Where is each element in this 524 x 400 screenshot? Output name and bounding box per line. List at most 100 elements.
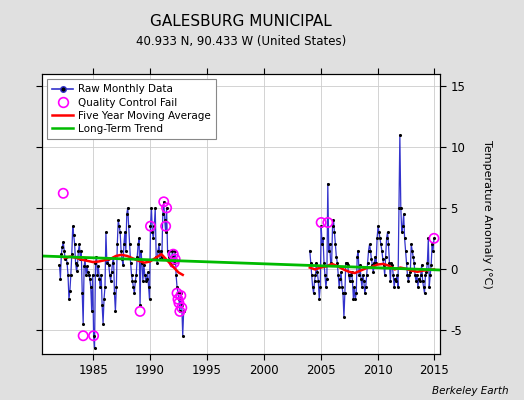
Point bbox=[406, 269, 414, 276]
Point bbox=[79, 332, 88, 339]
Point bbox=[346, 272, 355, 278]
Point bbox=[146, 223, 155, 229]
Point bbox=[313, 269, 322, 276]
Point bbox=[321, 272, 329, 278]
Point bbox=[365, 241, 374, 248]
Point bbox=[361, 290, 369, 296]
Point bbox=[134, 241, 143, 248]
Point bbox=[119, 262, 127, 268]
Point bbox=[61, 256, 69, 262]
Point bbox=[65, 296, 73, 302]
Point bbox=[336, 275, 344, 282]
Point bbox=[57, 251, 66, 257]
Text: 40.933 N, 90.433 W (United States): 40.933 N, 90.433 W (United States) bbox=[136, 36, 346, 48]
Point bbox=[386, 278, 395, 284]
Point bbox=[177, 292, 185, 299]
Point bbox=[357, 275, 365, 282]
Point bbox=[387, 260, 396, 266]
Point bbox=[345, 278, 354, 284]
Point bbox=[139, 278, 147, 284]
Point bbox=[108, 260, 117, 266]
Point bbox=[362, 284, 370, 290]
Point bbox=[414, 275, 423, 282]
Point bbox=[375, 229, 383, 236]
Point bbox=[171, 256, 179, 262]
Point bbox=[423, 260, 432, 266]
Point bbox=[110, 254, 118, 260]
Point bbox=[71, 260, 80, 266]
Point bbox=[333, 260, 342, 266]
Point bbox=[70, 232, 78, 238]
Point bbox=[314, 278, 322, 284]
Point bbox=[352, 290, 361, 296]
Point bbox=[117, 247, 125, 254]
Point bbox=[67, 272, 75, 278]
Point bbox=[101, 284, 109, 290]
Point bbox=[324, 247, 333, 254]
Point bbox=[89, 272, 97, 278]
Point bbox=[83, 263, 91, 270]
Point bbox=[309, 290, 318, 296]
Point bbox=[73, 262, 82, 268]
Point bbox=[416, 278, 424, 284]
Point bbox=[124, 205, 132, 211]
Point bbox=[113, 241, 122, 248]
Point bbox=[81, 256, 89, 262]
Point bbox=[372, 260, 380, 266]
Point bbox=[148, 229, 157, 236]
Point bbox=[154, 247, 162, 254]
Point bbox=[85, 272, 93, 278]
Point bbox=[363, 272, 371, 278]
Point bbox=[341, 290, 349, 296]
Point bbox=[128, 278, 137, 284]
Point bbox=[160, 199, 168, 205]
Point bbox=[371, 254, 379, 260]
Point bbox=[394, 284, 402, 290]
Point bbox=[411, 272, 419, 278]
Point bbox=[149, 235, 158, 242]
Point bbox=[132, 272, 140, 278]
Point bbox=[312, 260, 321, 266]
Point bbox=[329, 223, 337, 229]
Point bbox=[120, 241, 128, 248]
Point bbox=[174, 300, 183, 306]
Point bbox=[162, 205, 171, 211]
Text: Berkeley Earth: Berkeley Earth bbox=[432, 386, 508, 396]
Point bbox=[309, 284, 317, 290]
Point bbox=[395, 205, 403, 211]
Point bbox=[77, 247, 85, 254]
Point bbox=[410, 260, 418, 266]
Point bbox=[408, 247, 417, 254]
Point bbox=[404, 278, 412, 284]
Point bbox=[66, 288, 74, 294]
Legend: Raw Monthly Data, Quality Control Fail, Five Year Moving Average, Long-Term Tren: Raw Monthly Data, Quality Control Fail, … bbox=[47, 79, 216, 139]
Point bbox=[177, 290, 185, 296]
Point bbox=[399, 223, 407, 229]
Point bbox=[359, 278, 368, 284]
Point bbox=[94, 263, 103, 270]
Point bbox=[403, 272, 412, 278]
Point bbox=[331, 241, 340, 248]
Point bbox=[401, 247, 410, 254]
Point bbox=[143, 275, 151, 282]
Point bbox=[118, 256, 126, 262]
Point bbox=[104, 256, 112, 262]
Point bbox=[145, 284, 153, 290]
Point bbox=[354, 247, 362, 254]
Point bbox=[131, 278, 139, 284]
Point bbox=[96, 284, 104, 290]
Point bbox=[320, 260, 328, 266]
Point bbox=[63, 260, 71, 266]
Point bbox=[161, 223, 170, 229]
Point bbox=[351, 296, 359, 302]
Point bbox=[390, 284, 398, 290]
Point bbox=[126, 260, 135, 266]
Point bbox=[163, 247, 172, 254]
Point bbox=[405, 272, 413, 278]
Point bbox=[340, 314, 348, 321]
Point bbox=[140, 272, 149, 278]
Point bbox=[74, 247, 83, 254]
Point bbox=[172, 272, 180, 278]
Point bbox=[69, 223, 77, 229]
Point bbox=[150, 223, 158, 229]
